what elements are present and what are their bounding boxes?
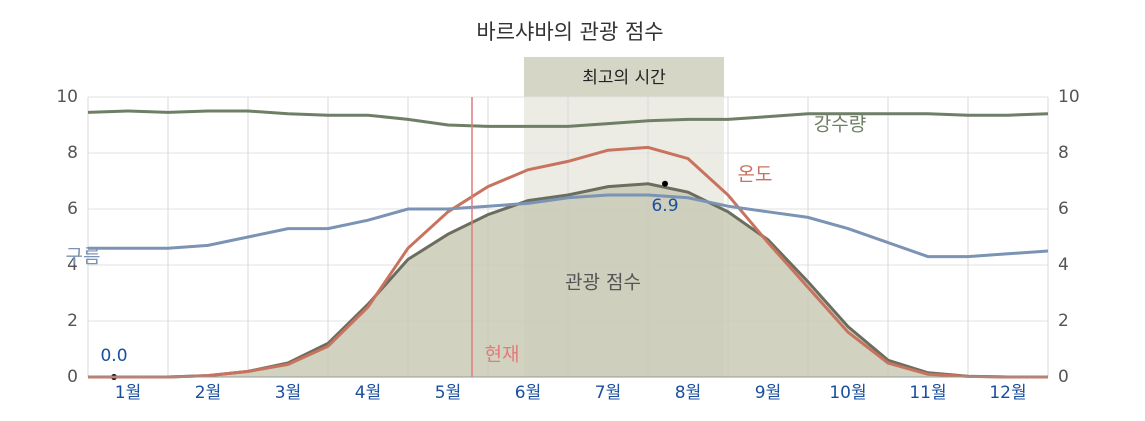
y-tick-label: 10 [56, 87, 78, 107]
now-label: 현재 [485, 344, 520, 366]
x-tick-label: 2월 [195, 383, 221, 403]
y2-tick-label: 4 [1058, 255, 1069, 275]
y-tick-label: 4 [67, 255, 78, 275]
point [662, 180, 668, 187]
y2-tick-label: 6 [1058, 199, 1069, 219]
line [88, 145, 1048, 379]
x-tick-label: 4월 [355, 383, 381, 403]
series-label: 구름 [66, 246, 101, 268]
value-label: 0.0 [100, 346, 127, 366]
x-tick-label: 3월 [275, 383, 301, 403]
y2-tick-label: 8 [1058, 143, 1069, 163]
line [88, 193, 1049, 259]
series-label: 온도 [738, 164, 773, 186]
x-tick-label: 7월 [595, 383, 621, 403]
y2-tick-label: 2 [1058, 311, 1069, 331]
best-period-label: 최고의 시간 [582, 68, 666, 88]
y-tick-label: 6 [67, 199, 78, 219]
x-tick-label: 11월 [909, 383, 946, 403]
x-tick-label: 5월 [435, 383, 461, 403]
best-period-header [524, 57, 724, 97]
series-label: 강수량 [814, 114, 866, 136]
x-tick-label: 10월 [829, 383, 866, 403]
series-label: 관광 점수 [565, 272, 641, 294]
x-tick-label: 8월 [675, 383, 701, 403]
y-tick-label: 8 [67, 143, 78, 163]
chart-title: 바르샤바의 관광 점수 [476, 20, 663, 44]
area [88, 183, 1048, 377]
line [87, 109, 1049, 128]
y-tick-label: 0 [67, 367, 78, 387]
y-tick-label: 2 [67, 311, 78, 331]
y2-tick-label: 0 [1058, 367, 1069, 387]
value-label: 6.9 [651, 196, 678, 216]
x-tick-label: 9월 [755, 383, 781, 403]
x-tick-label: 6월 [515, 383, 541, 403]
y2-tick-label: 10 [1058, 87, 1080, 107]
x-tick-label: 1월 [115, 383, 141, 403]
x-tick-label: 12월 [989, 383, 1026, 403]
